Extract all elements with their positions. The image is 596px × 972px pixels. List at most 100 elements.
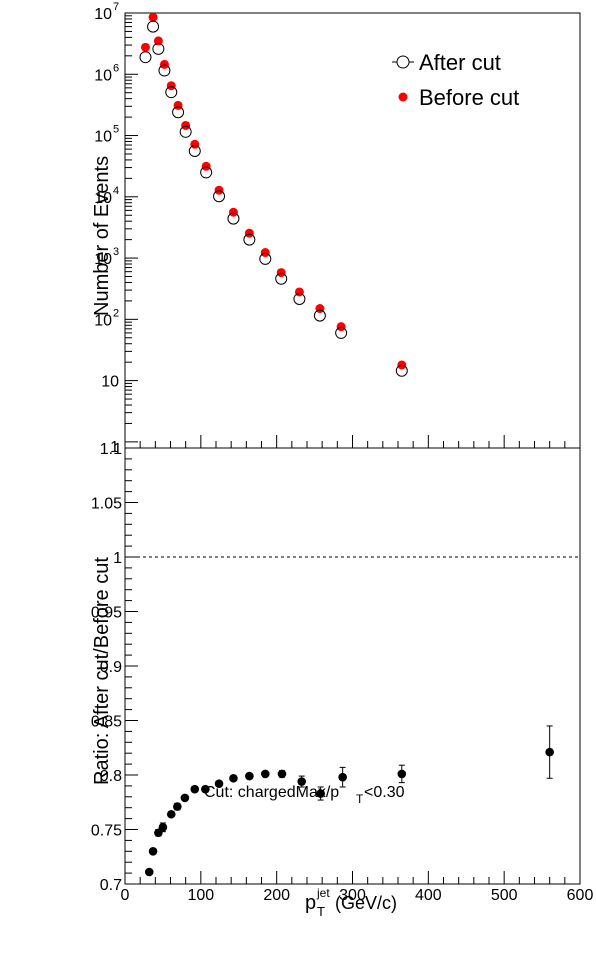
- top-y-tick-exponent: 5: [113, 124, 119, 136]
- x-axis-title-sup: jet: [316, 886, 330, 900]
- after-cut-point: [200, 166, 213, 179]
- before-cut-point: [276, 268, 286, 278]
- before-cut-point: [140, 42, 150, 52]
- before-cut-point: [166, 81, 176, 91]
- ratio-point: [245, 771, 254, 781]
- top-y-tick-label: 10: [94, 251, 112, 268]
- after-cut-point: [395, 364, 408, 377]
- before-cut-point: [181, 120, 191, 130]
- after-cut-point: [243, 233, 256, 246]
- bottom-y-tick-label: 0.95: [91, 605, 122, 622]
- ratio-point: [277, 769, 287, 779]
- after-cut-point: [179, 125, 192, 138]
- cut-annotation-sub: T: [356, 792, 364, 806]
- top-y-tick-exponent: 7: [113, 1, 119, 13]
- before-cut-point: [190, 139, 200, 149]
- ratio-point: [260, 769, 270, 779]
- legend-before-marker: [398, 92, 408, 102]
- ratio-point: [229, 773, 238, 783]
- after-cut-point: [313, 309, 326, 322]
- bottom-x-tick-label: 300: [339, 887, 366, 904]
- after-cut-point: [259, 252, 272, 265]
- bottom-y-tick-label: 0.7: [100, 877, 122, 894]
- bottom-x-tick-label: 0: [121, 887, 130, 904]
- ratio-point: [397, 769, 407, 779]
- bottom-x-tick-label: 200: [263, 887, 290, 904]
- top-y-tick-exponent: 4: [113, 185, 119, 197]
- ratio-point: [148, 847, 158, 856]
- after-cut-point: [165, 86, 178, 99]
- top-y-tick-label: 10: [94, 190, 112, 207]
- bottom-x-tick-label: 100: [187, 887, 214, 904]
- top-y-tick-label: 10: [101, 374, 119, 391]
- after-cut-point: [188, 144, 201, 157]
- ratio-point: [201, 784, 210, 794]
- before-cut-point: [244, 228, 254, 238]
- bottom-y-axis-title: Ratio: After cut/Before cut: [91, 557, 113, 785]
- before-cut-point: [159, 59, 169, 69]
- top-data-points: [139, 12, 408, 377]
- bottom-x-tick-label: 600: [567, 887, 594, 904]
- bottom-x-tick-label: 500: [491, 887, 518, 904]
- after-cut-point: [172, 106, 185, 119]
- bottom-y-tick-label: 0.75: [91, 823, 122, 840]
- legend-after-marker: [396, 55, 410, 69]
- cut-annotation-main: Cut: chargedMax/p: [204, 784, 339, 801]
- legend-before-label: Before cut: [419, 85, 519, 110]
- top-x-axis: [124, 435, 581, 448]
- cut-annotation: Cut: chargedMax/p T <0.30: [204, 784, 405, 806]
- top-y-tick-label: 10: [94, 312, 112, 329]
- after-cut-point: [275, 272, 288, 285]
- after-cut-point: [213, 190, 226, 203]
- top-y-tick-exponent: 6: [113, 62, 119, 74]
- top-y-tick-label: 10: [94, 67, 112, 84]
- bottom-x-axis: 0 100 200 300 400 500 600: [121, 871, 594, 904]
- bottom-pad-frame: [124, 447, 581, 885]
- bottom-y-tick-label: 0.9: [100, 659, 122, 676]
- bottom-data-points: [144, 725, 554, 877]
- after-cut-point: [152, 42, 165, 55]
- ratio-point: [144, 867, 154, 877]
- ratio-point: [214, 779, 224, 789]
- bottom-y-tick-label: 1.1: [100, 441, 122, 458]
- ratio-point: [297, 777, 306, 786]
- bottom-y-tick-label: 0.8: [100, 768, 122, 785]
- bottom-y-tick-label: 1: [113, 550, 122, 567]
- after-cut-point: [227, 212, 240, 225]
- before-cut-point: [153, 36, 163, 46]
- before-cut-point: [214, 185, 224, 195]
- before-cut-point: [260, 248, 270, 258]
- after-cut-point: [335, 326, 348, 339]
- after-cut-point: [158, 64, 171, 77]
- before-cut-point: [148, 12, 158, 22]
- top-y-tick-label: 1: [110, 439, 119, 456]
- top-y-tick-exponent: 3: [113, 246, 119, 258]
- bottom-x-tick-label: 400: [415, 887, 442, 904]
- ratio-point: [316, 789, 325, 798]
- ratio-point: [338, 772, 347, 782]
- top-pad-frame: [124, 12, 581, 449]
- bottom-y-tick-label: 1.05: [91, 496, 122, 513]
- before-cut-point: [228, 207, 238, 217]
- legend-after-label: After cut: [419, 50, 501, 75]
- x-axis-title-p: p: [305, 892, 316, 914]
- before-cut-point: [336, 322, 346, 332]
- after-cut-point: [147, 20, 160, 33]
- before-cut-point: [294, 287, 304, 297]
- top-y-tick-label: 10: [94, 129, 112, 146]
- top-y-axis-title: Number of Events: [91, 156, 113, 316]
- before-cut-point: [201, 161, 211, 171]
- x-axis-title-sub: T: [317, 904, 325, 919]
- top-y-tick-exponent: 2: [113, 307, 119, 319]
- after-cut-point: [293, 292, 306, 305]
- cut-annotation-tail: <0.30: [364, 784, 405, 801]
- ratio-point: [180, 793, 190, 803]
- ratio-point: [173, 802, 182, 811]
- ratio-point: [545, 747, 554, 757]
- before-cut-point: [173, 100, 183, 110]
- top-y-tick-label: 10: [94, 6, 112, 23]
- ratio-point: [190, 784, 200, 794]
- ratio-point: [158, 823, 168, 832]
